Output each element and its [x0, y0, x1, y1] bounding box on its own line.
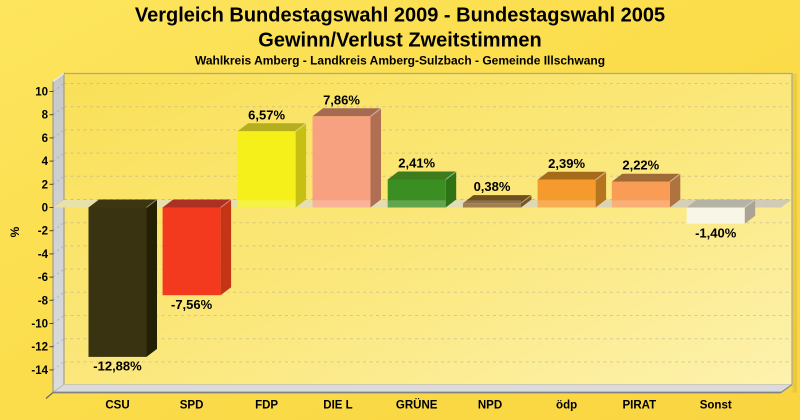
svg-text:2,41%: 2,41%: [398, 156, 435, 171]
svg-text:-8: -8: [38, 295, 49, 307]
svg-text:6: 6: [42, 133, 48, 145]
svg-text:ödp: ödp: [556, 400, 577, 412]
svg-text:DIE L: DIE L: [323, 400, 352, 412]
svg-text:0: 0: [42, 203, 48, 215]
svg-text:-1,40%: -1,40%: [695, 225, 737, 240]
svg-text:-6: -6: [38, 272, 48, 284]
svg-text:2: 2: [42, 179, 48, 191]
svg-text:-14: -14: [31, 365, 48, 377]
svg-text:Wahlkreis Amberg - Landkreis A: Wahlkreis Amberg - Landkreis Amberg-Sulz…: [195, 54, 605, 68]
svg-text:Vergleich Bundestagswahl 2009: Vergleich Bundestagswahl 2009 - Bundesta…: [135, 5, 665, 27]
svg-text:-4: -4: [38, 249, 49, 261]
svg-text:0,38%: 0,38%: [474, 179, 511, 194]
svg-text:FDP: FDP: [255, 400, 278, 412]
svg-text:6,57%: 6,57%: [248, 107, 285, 122]
svg-text:SPD: SPD: [180, 400, 204, 412]
svg-text:-12: -12: [31, 342, 48, 354]
svg-text:CSU: CSU: [105, 400, 129, 412]
svg-text:Sonst: Sonst: [700, 400, 732, 412]
svg-text:Gewinn/Verlust Zweitstimmen: Gewinn/Verlust Zweitstimmen: [258, 30, 541, 52]
svg-text:2,39%: 2,39%: [548, 156, 585, 171]
svg-text:NPD: NPD: [478, 400, 502, 412]
svg-text:2,22%: 2,22%: [622, 158, 659, 173]
svg-text:-7,56%: -7,56%: [171, 297, 213, 312]
svg-text:PIRAT: PIRAT: [622, 400, 656, 412]
svg-text:-10: -10: [31, 319, 48, 331]
svg-text:4: 4: [42, 156, 49, 168]
svg-text:7,86%: 7,86%: [323, 92, 360, 107]
svg-text:%: %: [8, 226, 22, 237]
svg-text:-12,88%: -12,88%: [93, 359, 142, 374]
svg-text:-2: -2: [38, 226, 48, 238]
svg-text:10: 10: [35, 87, 48, 99]
svg-text:GRÜNE: GRÜNE: [396, 399, 438, 412]
svg-text:8: 8: [42, 110, 49, 122]
